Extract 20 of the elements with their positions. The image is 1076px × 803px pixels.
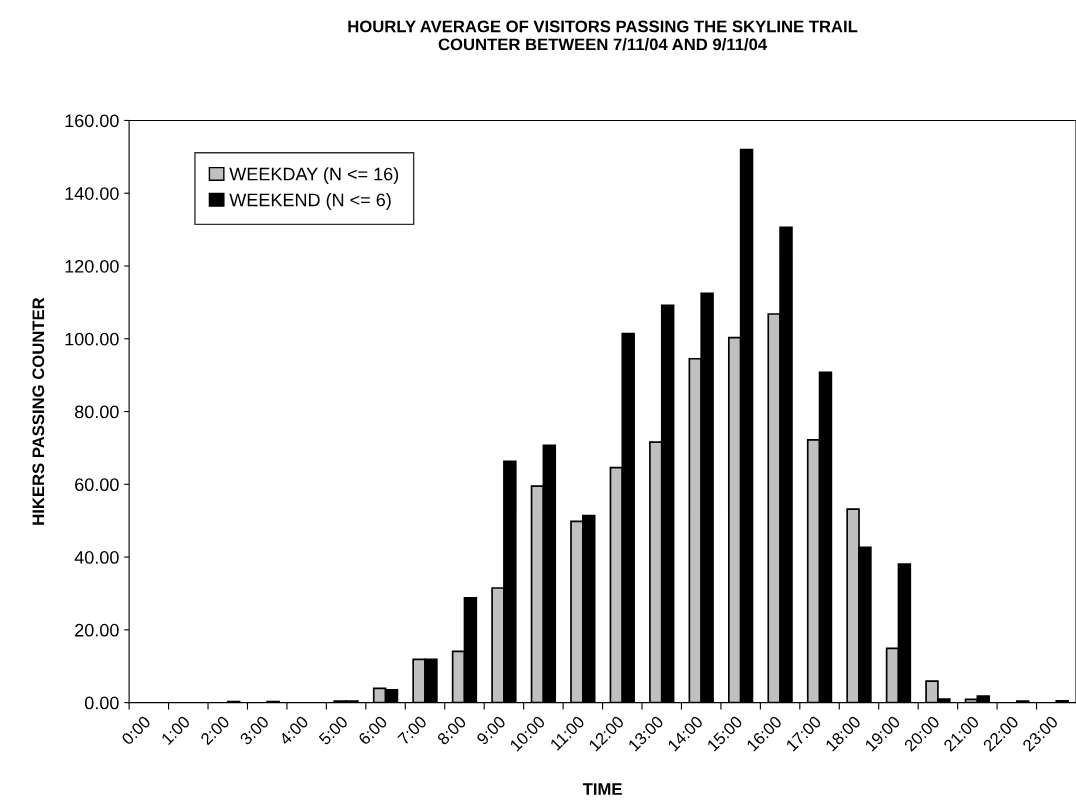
y-tick-label: 40.00 [74,551,119,564]
y-tick-label: 20.00 [75,623,119,637]
x-tick-label: 4:00 [278,715,310,746]
x-tick-label: 8:00 [436,715,467,746]
y-tick-label: 140.00 [65,187,119,200]
y-tick-label: 100.00 [65,332,119,346]
y-tick-label: 80.00 [75,405,119,419]
y-tick-label: 160.00 [65,114,119,128]
x-tick-label: 9:00 [476,715,507,746]
legend-label: WEEKEND (N <= 6) [229,193,391,210]
chart-title: HOURLY AVERAGE OF VISITORS PASSING THE SKYLINE TRAIL COUNTER BETWEEN 7/11/04 AND 9/11/04 [348,20,858,51]
y-tick-label: 120.00 [65,259,119,273]
y-axis-title: HIKERS PASSING COUNTER [32,297,45,525]
x-axis-title: TIME [582,783,622,795]
y-tick-label: 60.00 [75,478,119,492]
x-tick-label: 0:00 [120,715,152,746]
x-tick-label: 7:00 [397,715,428,746]
legend-label: WEEKDAY (N <= 16) [229,167,399,185]
x-tick-label: 6:00 [357,715,388,746]
y-tick-label: 0.00 [84,696,119,710]
